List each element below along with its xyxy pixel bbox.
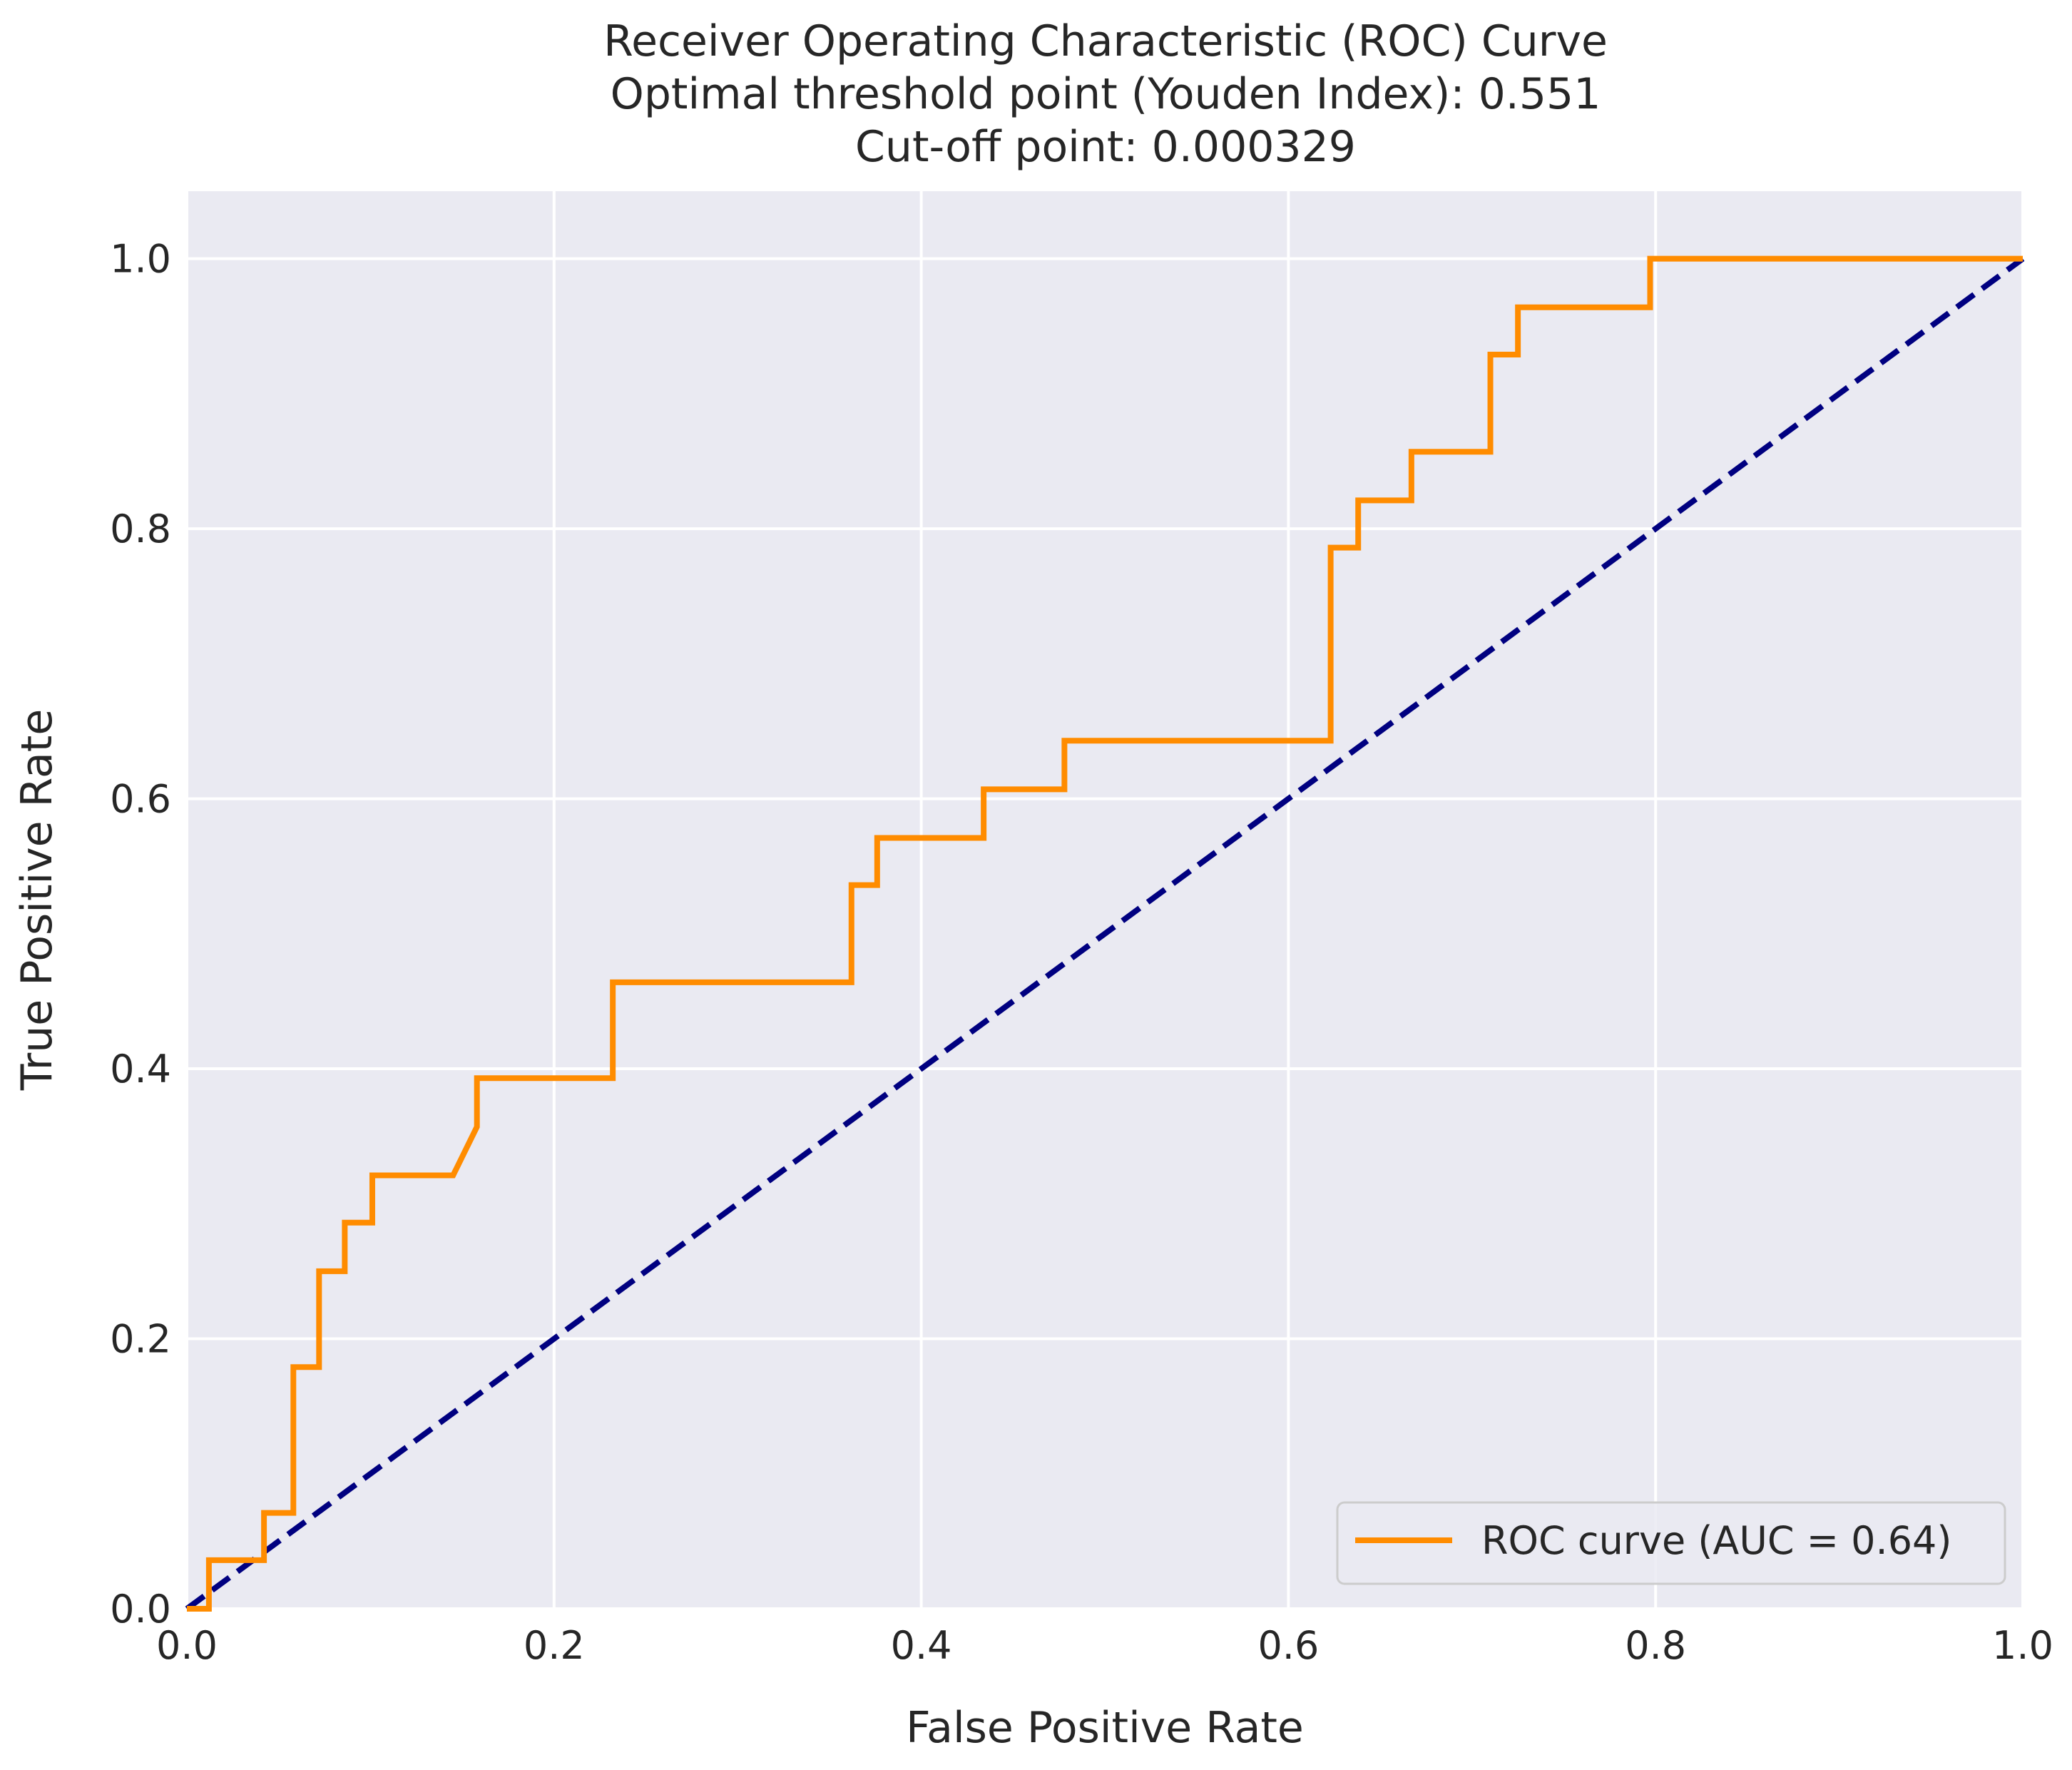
y-tick-label: 0.4 [110,1047,171,1092]
series-lines [185,255,2025,1612]
y-axis-label: True Positive Rate [12,709,62,1091]
grid-lines [185,191,2024,1610]
x-tick-label: 0.4 [891,1623,952,1668]
x-tick-label: 0.8 [1625,1623,1686,1668]
plot-area [187,191,2023,1609]
chart-subtitle-line-2: Cut-off point: 0.000329 [855,122,1356,172]
y-tick-label: 0.8 [110,507,171,551]
chart-title: Receiver Operating Characteristic (ROC) … [603,16,1608,172]
y-tick-label: 0.6 [110,777,171,822]
x-tick-label: 1.0 [1992,1623,2053,1668]
roc-curve-line [187,255,2023,1612]
legend-box [1336,1501,2006,1585]
diagonal-reference-line [185,256,2025,1612]
y-tick-labels: 0.0 0.2 0.4 0.6 0.8 1.0 [110,237,171,1632]
x-tick-label: 0.0 [156,1623,218,1668]
x-tick-labels: 0.0 0.2 0.4 0.6 0.8 1.0 [156,1623,2053,1668]
x-tick-label: 0.6 [1257,1623,1319,1668]
legend: ROC curve (AUC = 0.64) [1336,1501,2006,1585]
y-tick-label: 0.2 [110,1317,171,1362]
y-tick-label: 0.0 [110,1587,171,1632]
x-axis-label: False Positive Rate [906,1703,1304,1753]
chart-subtitle-line-1: Optimal threshold point (Youden Index): … [611,69,1601,119]
x-tick-label: 0.2 [524,1623,585,1668]
y-tick-label: 1.0 [110,237,171,282]
chart-title-line: Receiver Operating Characteristic (ROC) … [603,16,1608,66]
legend-label-roc: ROC curve (AUC = 0.64) [1481,1518,1951,1563]
